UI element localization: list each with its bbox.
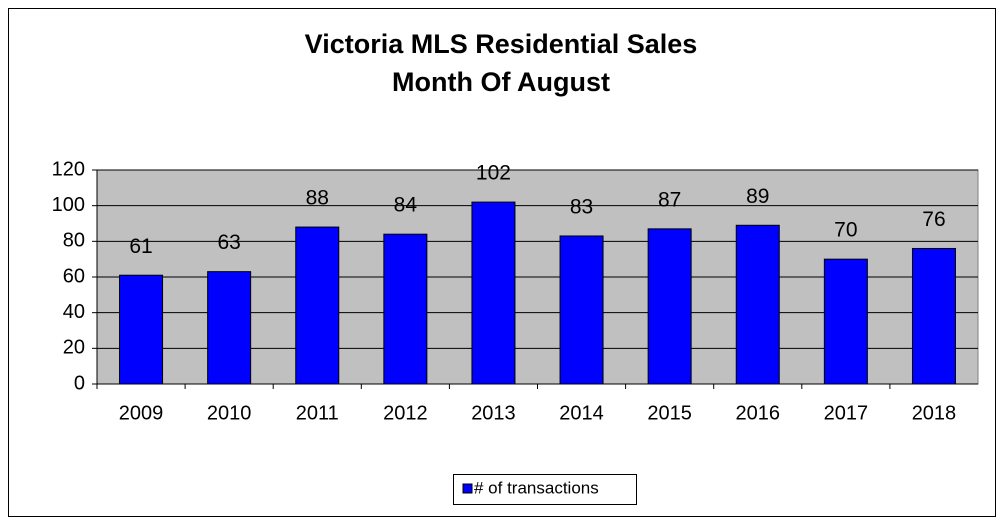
data-label: 87 <box>658 188 681 211</box>
y-tick-label: 20 <box>63 337 85 359</box>
bar <box>823 258 868 385</box>
data-label: 61 <box>129 235 152 258</box>
y-tick-label: 100 <box>52 194 85 216</box>
data-label: 89 <box>746 185 769 208</box>
y-tick-label: 120 <box>52 158 85 180</box>
x-tick-label: 2017 <box>824 402 869 424</box>
legend-swatch <box>462 483 473 494</box>
y-tick-label: 0 <box>74 372 85 394</box>
legend-box <box>453 474 637 505</box>
data-label: 70 <box>834 219 857 242</box>
bar <box>207 271 252 385</box>
x-tick-label: 2012 <box>383 402 428 424</box>
bar <box>119 274 164 385</box>
x-tick-label: 2011 <box>296 402 339 424</box>
chart-title: Victoria MLS Residential Sales <box>305 29 698 59</box>
x-tick-label: 2018 <box>912 402 957 424</box>
bar <box>559 235 604 385</box>
data-label: 63 <box>217 231 240 254</box>
legend-label: # of transactions <box>474 478 599 497</box>
data-label: 102 <box>476 162 511 185</box>
x-tick-label: 2010 <box>207 402 252 424</box>
data-label: 83 <box>570 196 593 219</box>
x-tick-label: 2016 <box>736 402 781 424</box>
bar <box>383 233 428 385</box>
y-tick-label: 60 <box>63 265 85 287</box>
bar <box>295 226 340 385</box>
y-tick-label: 40 <box>63 301 85 323</box>
bar <box>735 224 780 385</box>
data-label: 84 <box>394 194 418 217</box>
chart-subtitle: Month Of August <box>392 67 610 97</box>
x-tick-label: 2009 <box>119 402 164 424</box>
data-label: 76 <box>922 208 945 231</box>
x-tick-label: 2014 <box>559 402 604 424</box>
y-tick-label: 80 <box>63 230 85 252</box>
x-tick-label: 2015 <box>647 402 692 424</box>
data-label: 88 <box>306 187 329 210</box>
bar <box>647 228 692 385</box>
bar <box>911 247 956 385</box>
bar <box>471 201 516 385</box>
x-tick-label: 2013 <box>471 402 516 424</box>
